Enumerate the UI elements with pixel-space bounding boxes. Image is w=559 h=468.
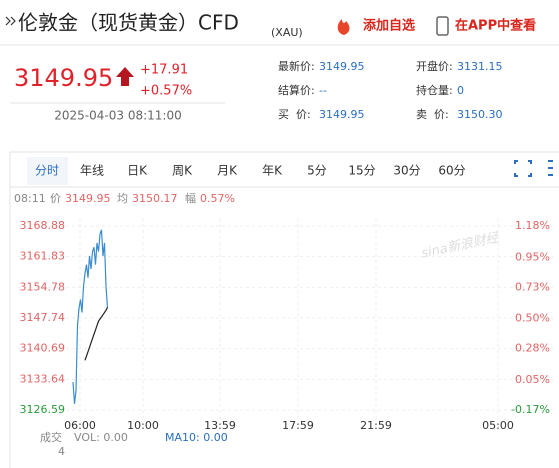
tab[interactable]: 周K	[172, 164, 193, 178]
field-label: 结算价:	[278, 83, 315, 97]
quote-time: 2025-04-03 08:11:00	[54, 109, 181, 123]
y2-tick-label: 0.05%	[515, 373, 550, 386]
field-value: 3149.95	[319, 60, 365, 73]
field-label: 买 价:	[278, 108, 311, 121]
ma10-value: MA10: 0.00	[165, 431, 228, 444]
add-watch[interactable]: 添加自选	[363, 18, 415, 34]
x-tick-label: 13:59	[204, 419, 236, 432]
field-value: 3149.95	[319, 108, 365, 121]
x-tick-label: 17:59	[282, 419, 314, 432]
volume-unit: 4	[58, 445, 65, 458]
y-tick-label: 3140.69	[20, 342, 66, 355]
volume-label: 成交	[40, 430, 62, 444]
tab[interactable]: 5分	[307, 164, 327, 178]
y-tick-label: 3133.64	[20, 372, 66, 385]
change-pct: +0.57%	[140, 84, 192, 99]
y-tick-label: 3147.74	[20, 311, 66, 324]
y2-tick-label: 0.28%	[515, 342, 550, 355]
title-icon	[10, 16, 16, 26]
x-tick-label: 06:00	[64, 419, 96, 432]
menu-icon[interactable]	[548, 160, 553, 176]
y-tick-label: 3154.78	[20, 280, 66, 293]
info-label: 均	[117, 192, 128, 205]
info-label: 幅	[185, 192, 196, 205]
title: 伦敦金（现货黄金）CFD	[18, 11, 239, 35]
y2-tick-label: -0.17%	[511, 403, 550, 416]
tab[interactable]: 年K	[262, 164, 283, 178]
phone-icon[interactable]	[436, 16, 449, 36]
y2-tick-label: 0.50%	[515, 312, 550, 325]
field-label: 最新价:	[278, 59, 315, 73]
field-value: 0	[457, 84, 464, 97]
active-tab-bg	[27, 157, 68, 185]
info-label: 价	[50, 192, 61, 205]
field-label: 开盘价:	[416, 59, 453, 73]
tab[interactable]: 分时	[35, 164, 59, 178]
expand-icon[interactable]	[514, 160, 532, 177]
x-tick-label: 21:59	[360, 419, 392, 432]
field-value: 3131.15	[457, 60, 503, 73]
open-app[interactable]: 在APP中查看	[455, 18, 536, 34]
y-tick-label: 3168.88	[20, 219, 66, 232]
y-tick-label: 3161.83	[20, 250, 66, 263]
tab[interactable]: 日K	[127, 164, 148, 178]
price-line	[72, 229, 109, 404]
y-tick-label: 3126.59	[20, 403, 66, 416]
tab[interactable]: 15分	[348, 164, 375, 178]
info-value: 3149.95	[65, 192, 111, 205]
y2-tick-label: 0.95%	[515, 250, 550, 263]
code: (XAU)	[271, 26, 303, 39]
price-line	[84, 307, 109, 361]
field-value: --	[319, 84, 327, 97]
info-value: 3150.17	[132, 192, 178, 205]
tab[interactable]: 60分	[438, 164, 465, 178]
tab[interactable]: 30分	[393, 164, 420, 178]
change: +17.91	[140, 63, 188, 78]
tab[interactable]: 年线	[80, 164, 104, 178]
x-tick-label: 10:00	[127, 419, 159, 432]
x-tick-label: 05:00	[482, 419, 514, 432]
info-time: 08:11	[14, 192, 46, 205]
info-value: 0.57%	[200, 192, 235, 205]
y2-tick-label: 0.73%	[515, 280, 550, 293]
chart-frame	[9, 151, 559, 468]
up-arrow	[116, 67, 134, 86]
field-label: 持仓量:	[416, 83, 453, 97]
flame-icon[interactable]	[337, 19, 350, 35]
field-label: 卖 价:	[416, 108, 449, 121]
vol-value: VOL: 0.00	[74, 431, 128, 444]
y2-tick-label: 1.18%	[515, 219, 550, 232]
title-icon	[5, 16, 11, 26]
price: 3149.95	[14, 64, 113, 92]
tab[interactable]: 月K	[217, 164, 238, 178]
field-value: 3150.30	[457, 108, 503, 121]
